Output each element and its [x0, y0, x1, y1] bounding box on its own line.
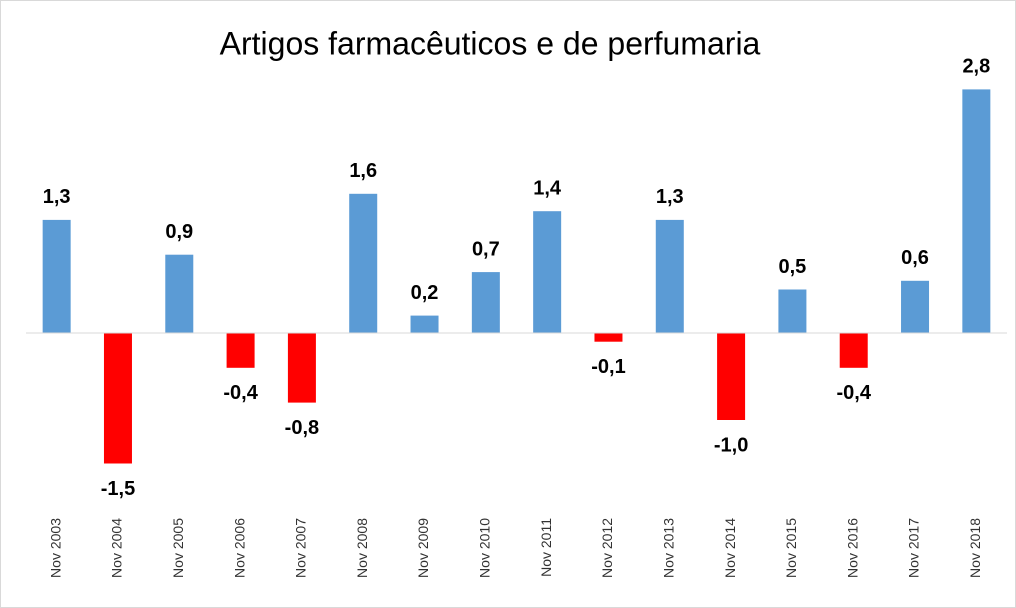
bar — [410, 315, 439, 333]
bar — [901, 280, 930, 333]
data-label: 1,3 — [656, 186, 684, 208]
bar — [287, 333, 316, 403]
bar — [349, 193, 378, 333]
data-label: 0,6 — [901, 247, 929, 269]
data-label: -1,0 — [714, 434, 748, 456]
x-tick-label: Nov 2010 — [477, 518, 493, 578]
data-label: -0,8 — [285, 417, 319, 439]
x-tick-label: Nov 2006 — [231, 518, 247, 578]
bar — [226, 333, 255, 368]
x-tick-label: Nov 2005 — [170, 518, 186, 578]
data-label: 1,3 — [43, 186, 71, 208]
bar — [42, 219, 71, 333]
bar — [471, 272, 500, 333]
chart-title: Artigos farmacêuticos e de perfumaria — [220, 25, 761, 61]
x-tick-label: Nov 2003 — [47, 518, 63, 578]
data-label: 0,2 — [411, 282, 439, 304]
x-tick-label: Nov 2016 — [844, 518, 860, 578]
x-tick-label: Nov 2008 — [354, 518, 370, 578]
data-label: -0,4 — [223, 382, 258, 404]
x-tick-label: Nov 2012 — [599, 518, 615, 578]
bar — [594, 333, 623, 342]
data-label: 0,5 — [779, 256, 807, 278]
data-label: 1,6 — [349, 160, 377, 182]
x-tick-label: Nov 2017 — [906, 518, 922, 578]
x-tick-label: Nov 2009 — [415, 518, 431, 578]
x-tick-label: Nov 2014 — [722, 518, 738, 578]
x-tick-label: Nov 2015 — [783, 518, 799, 578]
bar — [962, 89, 991, 334]
data-label: 2,8 — [962, 56, 990, 78]
data-label: 1,4 — [533, 177, 562, 199]
bar — [839, 333, 868, 368]
bar — [103, 333, 132, 464]
x-tick-label: Nov 2007 — [293, 518, 309, 578]
data-label: -1,5 — [101, 478, 135, 500]
data-label: -0,1 — [591, 356, 625, 378]
data-label: 0,7 — [472, 238, 500, 260]
x-tick-label: Nov 2013 — [660, 518, 676, 578]
x-tick-label: Nov 2004 — [109, 518, 125, 578]
bar — [165, 254, 194, 333]
bar — [717, 333, 746, 420]
bar — [778, 289, 807, 333]
bar — [533, 211, 562, 333]
data-label: -0,4 — [836, 382, 871, 404]
x-tick-label: Nov 2011 — [538, 518, 554, 577]
data-label: 0,9 — [165, 221, 193, 243]
x-tick-label: Nov 2018 — [967, 518, 983, 578]
bar — [655, 219, 684, 333]
